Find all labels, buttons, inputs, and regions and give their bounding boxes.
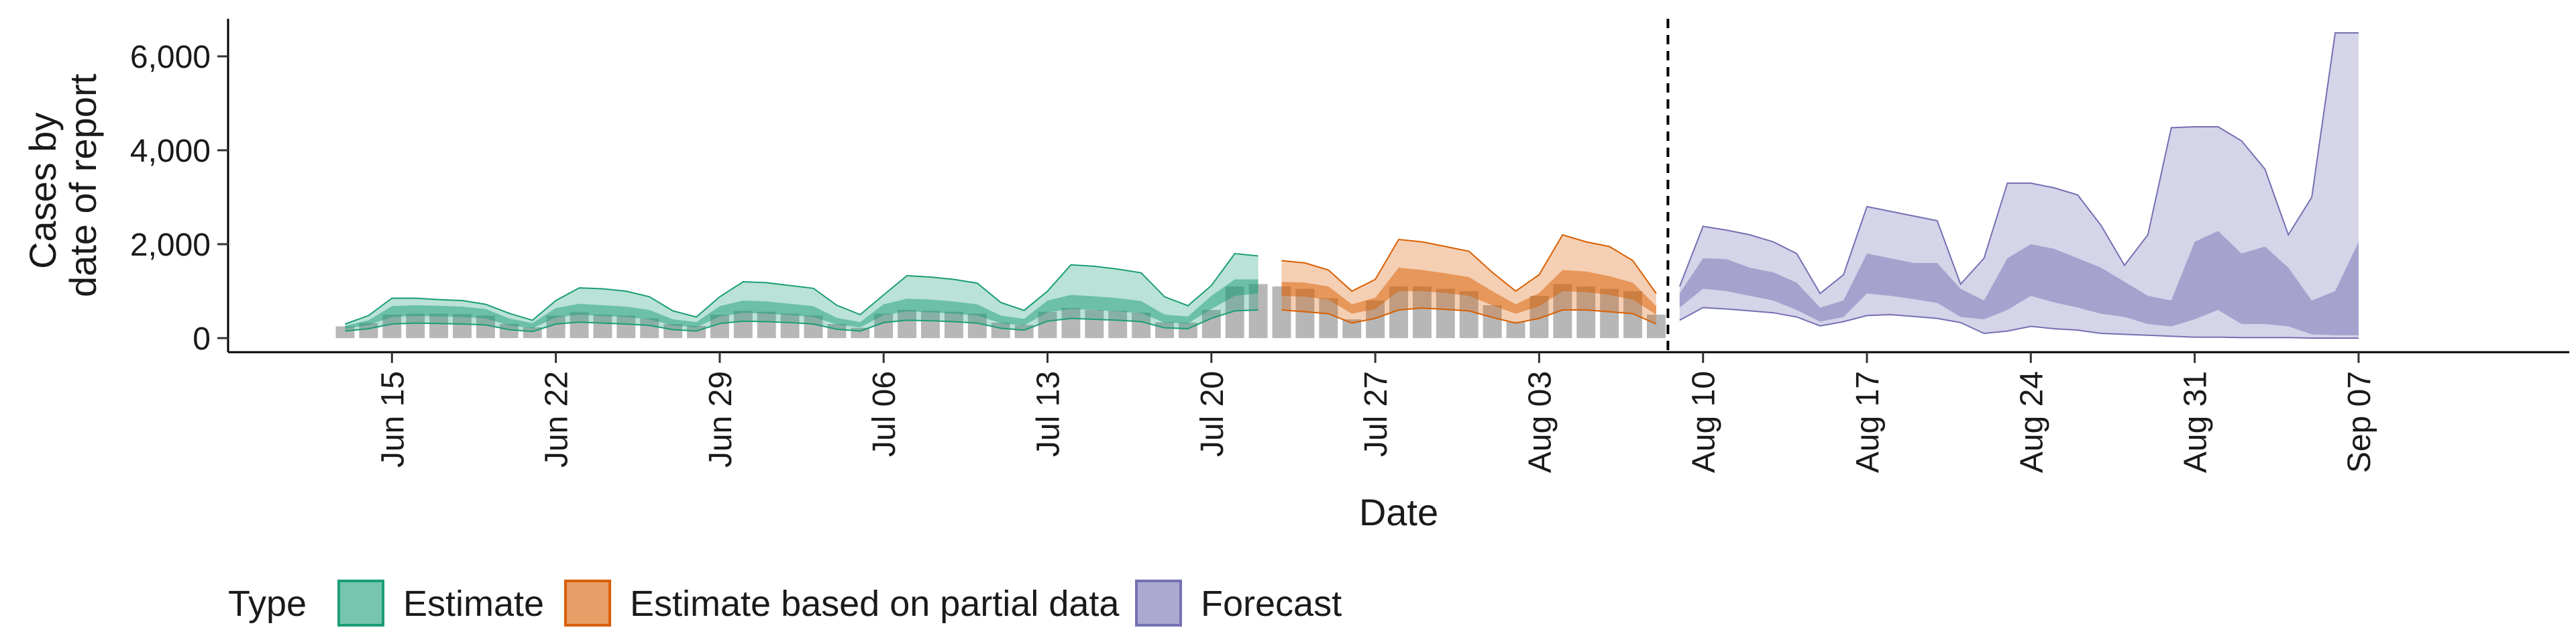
reported-cases-bar <box>616 315 636 338</box>
legend-label: Estimate based on partial data <box>630 584 1120 624</box>
y-axis-title: Cases by date of report <box>21 74 104 298</box>
reported-cases-bar <box>593 315 612 338</box>
x-tick-label: Jun 29 <box>703 371 739 468</box>
x-tick-label: Aug 24 <box>2014 371 2049 473</box>
x-axis-title: Date <box>1359 491 1438 533</box>
reported-cases-bar <box>1085 310 1104 338</box>
reported-cases-bar <box>1201 310 1221 338</box>
band-lower-edge <box>1679 307 2359 339</box>
reported-cases-bar <box>1459 291 1479 338</box>
y-tick-label: 0 <box>193 321 211 357</box>
reported-cases-bar <box>335 326 355 338</box>
reported-cases-bar <box>429 313 449 338</box>
legend-label: Forecast <box>1201 584 1342 624</box>
reported-cases-bar <box>359 323 378 338</box>
reported-cases-bar <box>1132 313 1151 338</box>
y-tick-label: 6,000 <box>130 40 211 75</box>
reported-cases-bar <box>570 312 589 338</box>
y-tick-label: 4,000 <box>130 133 211 169</box>
legend-swatch <box>1135 580 1182 627</box>
y-tick-label: 2,000 <box>130 227 211 263</box>
reported-cases-bar <box>921 311 940 338</box>
reported-cases-bar <box>640 318 659 338</box>
series-estimate-based-on-partial-data <box>1281 233 1657 325</box>
reported-cases-bar <box>898 310 917 338</box>
y-axis-title-line-1: Cases by <box>21 113 64 269</box>
band-lower-edge <box>345 309 1258 333</box>
x-tick-label: Aug 17 <box>1850 371 1886 473</box>
band-upper-edge <box>1678 32 2359 295</box>
band-lower-edge <box>1281 307 1657 325</box>
reported-cases-bar <box>1061 308 1081 338</box>
reported-cases-bar <box>499 324 519 338</box>
reported-cases-bar <box>1038 311 1057 338</box>
reported-cases-bar <box>1319 298 1338 338</box>
series-forecast <box>1678 32 2359 339</box>
reported-cases-bar <box>663 324 683 338</box>
x-tick-label: Jul 27 <box>1358 371 1394 457</box>
reported-cases-bar <box>1600 288 1619 338</box>
legend-item: Forecast <box>1135 580 1342 627</box>
reported-cases-bar <box>1108 311 1128 338</box>
reported-cases-bar <box>406 313 425 338</box>
band-50 <box>1679 231 2359 335</box>
legend: Type Estimate Estimate based on partial d… <box>228 580 1342 627</box>
y-axis-title-line-2: date of report <box>62 74 104 298</box>
legend-label: Estimate <box>403 584 544 624</box>
reported-cases-bar <box>1412 286 1432 338</box>
band-upper-edge <box>1281 233 1657 294</box>
x-tick-label: Jun 22 <box>539 371 575 468</box>
x-tick-label: Aug 31 <box>2178 371 2214 473</box>
y-axis-ticks: 0 2,000 4,000 6,000 <box>130 40 228 357</box>
reported-cases-bar <box>453 314 472 338</box>
reported-cases-bar <box>1436 288 1455 338</box>
reported-cases-bar <box>780 313 800 338</box>
legend-item: Estimate <box>337 580 544 627</box>
band-50 <box>345 279 1258 329</box>
x-tick-label: Sep 07 <box>2342 371 2377 473</box>
reported-cases-bar <box>967 313 987 338</box>
reported-cases-bar <box>1483 305 1502 338</box>
reported-cases-bar <box>733 311 753 338</box>
x-tick-label: Aug 03 <box>1522 371 1558 473</box>
series-bands <box>345 32 2359 339</box>
x-tick-label: Jul 06 <box>867 371 902 457</box>
reported-cases-bar <box>804 315 823 338</box>
reported-cases-bar <box>757 311 776 338</box>
reported-cases-bar <box>1576 286 1596 338</box>
reported-cases-bar <box>1506 321 1525 338</box>
x-tick-label: Aug 10 <box>1686 371 1722 473</box>
axes: 0 2,000 4,000 6,000 Jun 15 Jun 22 Jun 29 Jul 0… <box>130 19 2569 473</box>
x-tick-label: Jun 15 <box>375 371 411 468</box>
x-tick-label: Jul 20 <box>1195 371 1230 457</box>
series-estimate <box>345 252 1258 333</box>
reported-cases-bar <box>991 322 1010 338</box>
band-50 <box>1281 268 1656 315</box>
x-axis-ticks: Jun 15 Jun 22 Jun 29 Jul 06 Jul 13 Jul 20 Jul … <box>375 352 2377 473</box>
band-upper-edge <box>345 252 1258 325</box>
reported-cases-bar <box>944 311 963 338</box>
legend-items: Estimate Estimate based on partial data Fo… <box>337 580 1342 627</box>
reported-cases-bar <box>1646 315 1666 338</box>
legend-swatch <box>564 580 611 627</box>
legend-swatch <box>337 580 384 627</box>
legend-item: Estimate based on partial data <box>564 580 1120 627</box>
legend-title: Type <box>228 584 307 624</box>
x-tick-label: Jul 13 <box>1031 371 1067 457</box>
